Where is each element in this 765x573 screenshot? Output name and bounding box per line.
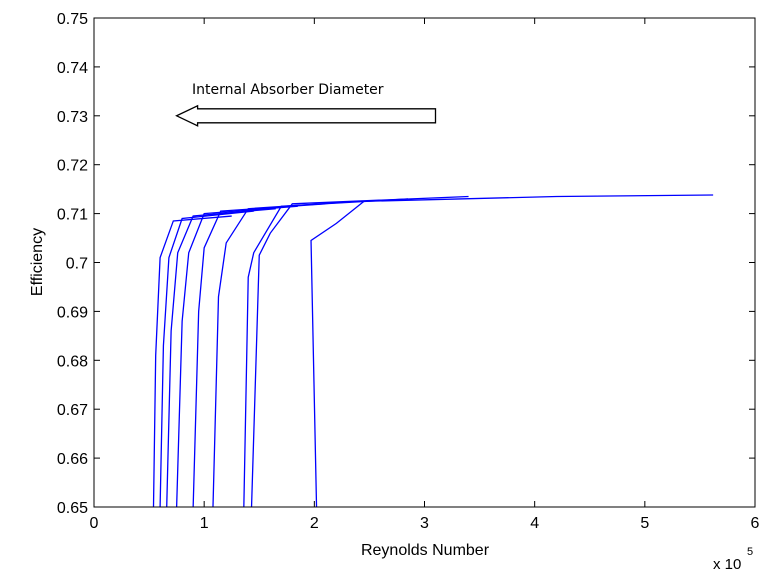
y-axis-tick-labels: 0.65 0.66 0.67 0.68 0.69 0.7 0.71 0.72 0.73 0.74 0… xyxy=(57,11,88,517)
y-tick-label: 0.69 xyxy=(57,304,88,321)
series-group xyxy=(152,194,714,507)
series-line-3 xyxy=(166,208,276,507)
x-axis-ticks xyxy=(93,18,756,507)
y-tick-label: 0.67 xyxy=(57,402,88,419)
x-axis-multiplier-base: x 10 xyxy=(713,556,741,573)
series-line-9 xyxy=(310,194,714,507)
series-line-7 xyxy=(243,198,409,507)
y-tick-label: 0.65 xyxy=(57,500,88,517)
x-tick-label: 0 xyxy=(90,515,99,532)
y-axis-ticks xyxy=(94,17,755,508)
series-line-8 xyxy=(250,195,469,507)
y-tick-label: 0.68 xyxy=(57,353,88,370)
y-tick-label: 0.75 xyxy=(57,11,88,28)
x-axis-multiplier-exponent: 5 xyxy=(747,546,753,558)
series-line-4 xyxy=(175,205,298,507)
y-tick-label: 0.74 xyxy=(57,60,88,77)
x-tick-label: 4 xyxy=(530,515,539,532)
x-axis-multiplier: x 10 5 xyxy=(713,546,753,573)
series-line-2 xyxy=(159,210,254,507)
x-axis-tick-labels: 0 1 2 3 4 5 6 xyxy=(90,515,760,532)
y-axis-label: Efficiency xyxy=(29,228,46,296)
x-tick-label: 2 xyxy=(310,515,319,532)
left-arrow-icon xyxy=(175,104,437,127)
x-tick-label: 3 xyxy=(420,515,429,532)
y-tick-label: 0.66 xyxy=(57,451,88,468)
y-tick-label: 0.73 xyxy=(57,109,88,126)
x-tick-label: 5 xyxy=(640,515,649,532)
y-tick-label: 0.72 xyxy=(57,158,88,175)
y-tick-label: 0.7 xyxy=(66,256,88,273)
annotation-label: Internal Absorber Diameter xyxy=(192,82,384,98)
annotation: Internal Absorber Diameter xyxy=(175,82,437,127)
series-line-1 xyxy=(152,215,232,507)
x-tick-label: 6 xyxy=(751,515,760,532)
x-tick-label: 1 xyxy=(200,515,209,532)
y-tick-label: 0.71 xyxy=(57,207,88,224)
x-axis-label: Reynolds Number xyxy=(361,542,490,559)
